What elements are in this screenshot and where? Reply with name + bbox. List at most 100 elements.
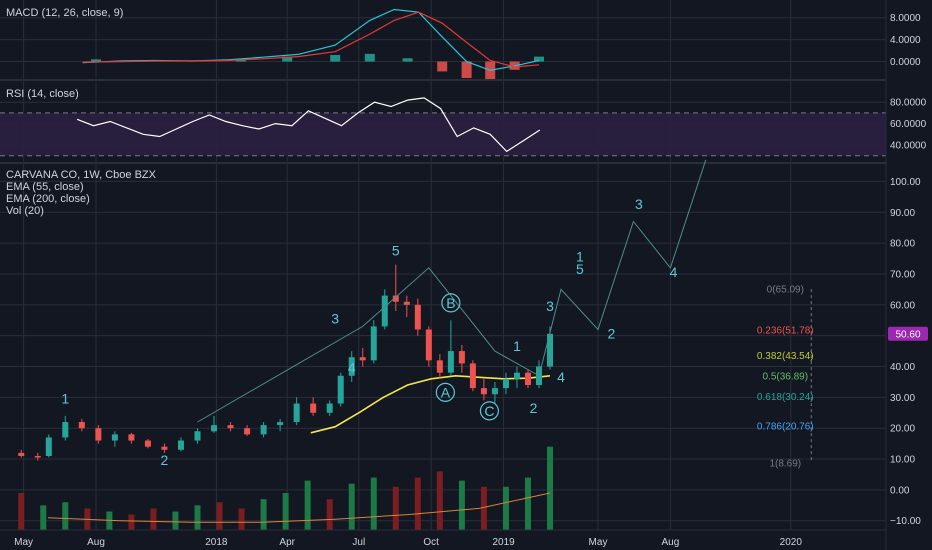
ema55-legend: EMA (55, close) — [6, 181, 84, 193]
candle-body — [144, 440, 151, 447]
volume-bar — [524, 477, 531, 530]
candle-body — [447, 351, 454, 373]
macd-pane[interactable]: 8.0000 4.0000 0.0000 MACD (12, 26, close, … — [6, 7, 921, 80]
x-tick-label: Jul — [352, 537, 365, 548]
wave-label-circle — [479, 401, 500, 421]
volume-bar — [150, 508, 157, 530]
fib-level-label: 0.786(20.76) — [757, 421, 814, 432]
ema55-path — [310, 374, 551, 434]
wave-label: 4 — [348, 360, 356, 376]
volume-bar — [326, 499, 333, 530]
candle-body — [370, 326, 377, 361]
wave-label: 1 — [513, 338, 521, 354]
fib-level-label: 0(65.09) — [767, 285, 804, 296]
volume-bar — [392, 486, 399, 530]
time-x-axis: May Aug 2018 Apr Jul Oct 2019 May Aug 2020 — [14, 537, 802, 548]
candle-body — [111, 434, 118, 441]
macd-histogram-bar — [90, 59, 101, 62]
fib-level-label: 0.382(43.54) — [757, 351, 814, 362]
x-tick-label: 2019 — [492, 537, 515, 548]
wave-label: 2 — [607, 326, 615, 342]
volume-bar — [458, 480, 465, 530]
wave-label: 5 — [392, 242, 400, 258]
y-tick-label: 0.0000 — [890, 57, 921, 68]
candle-body — [547, 333, 554, 367]
candle-body — [359, 357, 366, 361]
wave-label: 5 — [576, 261, 584, 277]
wave-label: 2 — [530, 400, 538, 416]
macd-lines — [82, 8, 540, 71]
candle-body — [95, 428, 102, 441]
candle-body — [513, 372, 520, 379]
x-tick-label: Aug — [87, 537, 105, 548]
wave-label: 1 — [61, 391, 69, 407]
volume-bar — [414, 477, 421, 530]
rsi-pane[interactable]: 80.0000 60.0000 40.0000 RSI (14, close) — [0, 88, 927, 157]
y-tick-label: 30.00 — [890, 393, 915, 404]
volume-bar — [260, 499, 267, 530]
x-tick-label: Apr — [279, 537, 295, 548]
rsi-band — [0, 112, 886, 157]
volume-bar — [18, 492, 25, 530]
macd-histogram-bar — [282, 56, 293, 62]
candle-body — [177, 440, 184, 450]
volume-bar — [282, 492, 289, 530]
rsi-y-axis: 80.0000 60.0000 40.0000 — [890, 98, 927, 152]
candle-body — [326, 403, 333, 413]
wave-label: 3 — [546, 298, 554, 314]
volume-legend: Vol (20) — [6, 205, 44, 217]
macd-y-axis: 8.0000 4.0000 0.0000 — [890, 13, 921, 68]
candle-body — [469, 363, 476, 389]
rsi-band-fill — [0, 112, 886, 156]
y-tick-label: 40.0000 — [890, 141, 927, 152]
candle-body — [403, 301, 410, 305]
volume-bar — [502, 486, 509, 530]
candle-body — [194, 431, 201, 441]
y-tick-label: 40.00 — [890, 362, 915, 373]
candle-body — [18, 452, 25, 456]
rsi-line — [76, 97, 541, 153]
y-tick-label: 10.00 — [890, 455, 915, 466]
signal-line — [82, 11, 540, 68]
macd-histogram-bar — [461, 61, 472, 78]
wave-label: 1 — [576, 249, 584, 265]
fibonacci-retracement[interactable]: 0(65.09) 0.236(51.78) 0.382(43.54) 0.5(36.8… — [757, 285, 814, 470]
y-tick-label: 80.00 — [890, 239, 915, 250]
macd-histogram-bar — [330, 54, 341, 62]
volume-bar — [348, 483, 355, 530]
fib-level-label: 0.618(30.24) — [757, 392, 814, 403]
volume-bar — [547, 446, 554, 530]
price-pane[interactable]: 0(65.09) 0.236(51.78) 0.382(43.54) 0.5(36.8… — [6, 159, 928, 548]
candle-body — [381, 295, 388, 327]
volume-bar — [370, 477, 377, 530]
price-tag-box — [888, 326, 928, 341]
y-tick-label: 20.00 — [890, 424, 915, 435]
volume-bar — [128, 514, 135, 530]
candle-body — [128, 434, 135, 441]
volume-bar — [436, 471, 443, 530]
y-tick-label: −10.00 — [890, 516, 921, 527]
volume-bars — [18, 446, 554, 530]
last-price-tag: 50.60 — [888, 326, 928, 341]
candle-body — [524, 372, 531, 386]
grid-lines — [0, 0, 886, 530]
candle-body — [502, 378, 509, 389]
y-tick-label: 4.0000 — [890, 35, 921, 46]
rsi-line-path — [76, 97, 541, 153]
candle-body — [458, 351, 465, 364]
macd-label: MACD (12, 26, close, 9) — [6, 7, 123, 19]
y-tick-label: 0.00 — [890, 485, 910, 496]
fib-level-label: 1(8.69) — [769, 459, 801, 470]
ema-55-line — [310, 374, 551, 434]
candle-body — [480, 388, 487, 395]
macd-histogram-bar — [402, 58, 413, 62]
candle-body — [277, 422, 284, 426]
candle-body — [491, 388, 498, 395]
rsi-label: RSI (14, close) — [6, 88, 79, 100]
x-tick-label: May — [589, 537, 608, 548]
wave-label: A — [441, 384, 451, 400]
volume-bar — [216, 502, 223, 530]
